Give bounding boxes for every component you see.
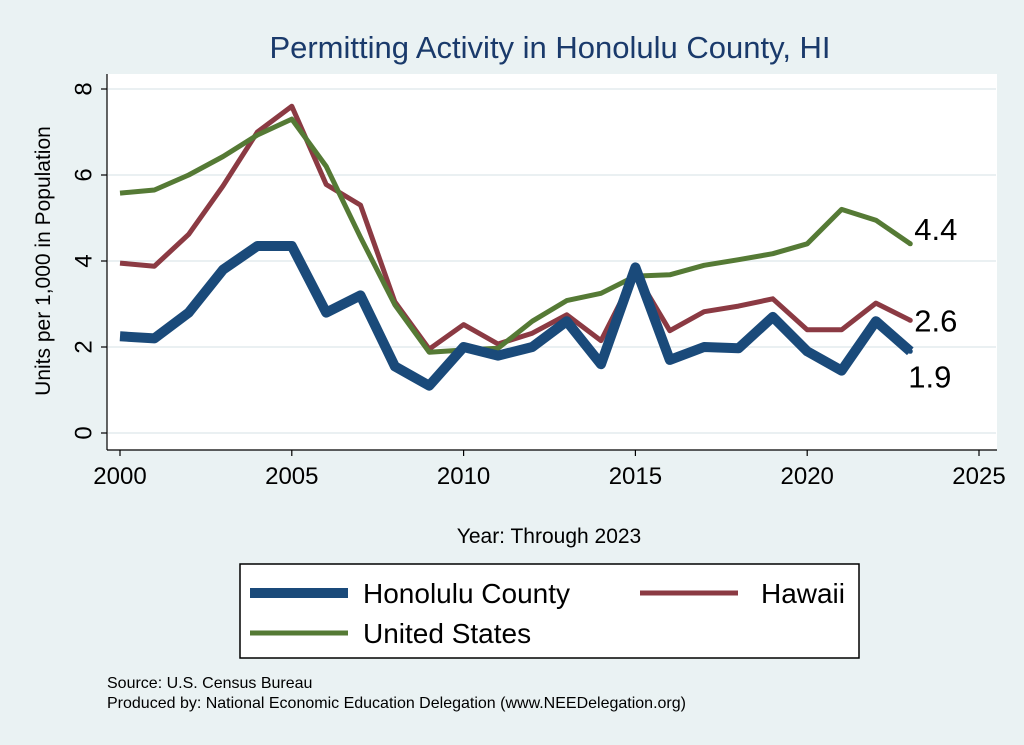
producer-note: Produced by: National Economic Education… — [107, 695, 686, 712]
y-tick-label: 8 — [71, 82, 98, 95]
y-tick-label: 2 — [71, 340, 98, 353]
chart-title: Permitting Activity in Honolulu County, … — [269, 30, 830, 65]
gridlines — [108, 88, 996, 434]
series-end-point — [907, 348, 913, 354]
end-label: 2.6 — [914, 303, 957, 338]
legend-label-honolulu-county: Honolulu County — [363, 578, 570, 609]
x-tick-label: 2015 — [609, 463, 662, 490]
legend-label-united-states: United States — [363, 618, 531, 649]
end-label: 4.4 — [914, 212, 957, 247]
x-tick-label: 2010 — [437, 463, 490, 490]
y-tick-label: 4 — [71, 254, 98, 267]
y-tick-label: 6 — [71, 168, 98, 181]
legend-items: Honolulu County Hawaii United States — [250, 578, 845, 649]
y-axis-ticks: 0 2 4 6 8 — [71, 82, 107, 440]
series-line-united-states — [119, 116, 912, 355]
series-lines — [119, 103, 914, 391]
x-tick-label: 2025 — [952, 463, 1005, 490]
x-tick-label: 2000 — [93, 463, 146, 490]
x-axis-ticks: 2000 2005 2010 2015 2020 2025 — [93, 450, 1006, 490]
series-line-honolulu-county — [119, 241, 914, 391]
end-labels: 1.9 2.6 4.4 — [908, 212, 957, 394]
legend-label-hawaii: Hawaii — [761, 578, 845, 609]
series-end-point — [907, 317, 913, 323]
y-tick-label: 0 — [71, 426, 98, 439]
source-note: Source: U.S. Census Bureau — [107, 675, 312, 692]
series-end-point — [907, 241, 913, 247]
x-tick-label: 2005 — [265, 463, 318, 490]
x-axis-title: Year: Through 2023 — [457, 525, 642, 548]
x-tick-label: 2020 — [781, 463, 834, 490]
legend — [239, 563, 860, 659]
end-label: 1.9 — [908, 359, 951, 394]
y-axis-title: Units per 1,000 in Population — [32, 126, 55, 396]
